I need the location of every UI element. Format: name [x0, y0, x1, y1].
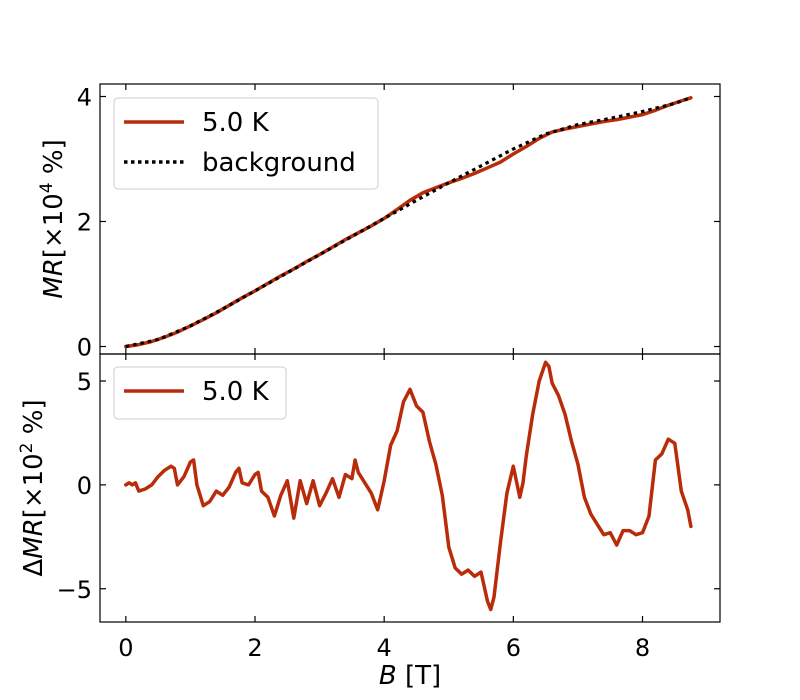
bottom-y-tick-label: −5	[57, 576, 92, 604]
bottom-legend-box	[113, 366, 287, 420]
bottom-legend-label-5k: 5.0 K	[202, 377, 270, 407]
x-tick-label: 4	[377, 634, 392, 662]
bottom-legend: 5.0 K	[113, 366, 287, 420]
top-y-tick-label: 0	[77, 334, 92, 362]
x-tick-label: 8	[635, 634, 650, 662]
bottom-series-5k	[124, 360, 693, 612]
top-legend: 5.0 K background	[113, 97, 379, 190]
bottom-plot-frame	[99, 353, 721, 623]
top-lines	[124, 96, 693, 349]
bottom-lines	[124, 360, 693, 612]
x-tick-label: 2	[247, 634, 262, 662]
bottom-ticks: 0 2 4 6 8 −5 0 5	[57, 354, 720, 662]
x-axis-label: B [T]	[379, 661, 441, 691]
bottom-panel: 0 2 4 6 8 −5 0 5 ΔMR[×102 %] B [T] 5.0 K	[17, 353, 721, 691]
x-tick-label: 0	[118, 634, 133, 662]
bottom-y-tick-label: 5	[77, 368, 92, 396]
bottom-y-axis-label: ΔMR[×102 %]	[17, 399, 49, 576]
top-y-tick-label: 2	[77, 209, 92, 237]
top-y-axis-label: MR[×104 %]	[37, 139, 69, 298]
top-legend-label-5k: 5.0 K	[202, 108, 270, 138]
top-legend-label-background: background	[202, 148, 356, 178]
x-tick-label: 6	[506, 634, 521, 662]
top-ticks: 0 2 4	[77, 84, 720, 362]
top-panel: 0 2 4 MR[×104 %] 5.0 K background	[37, 83, 721, 362]
top-y-tick-label: 4	[77, 84, 92, 112]
bottom-y-tick-label: 0	[77, 472, 92, 500]
top-series-5k	[124, 96, 693, 349]
